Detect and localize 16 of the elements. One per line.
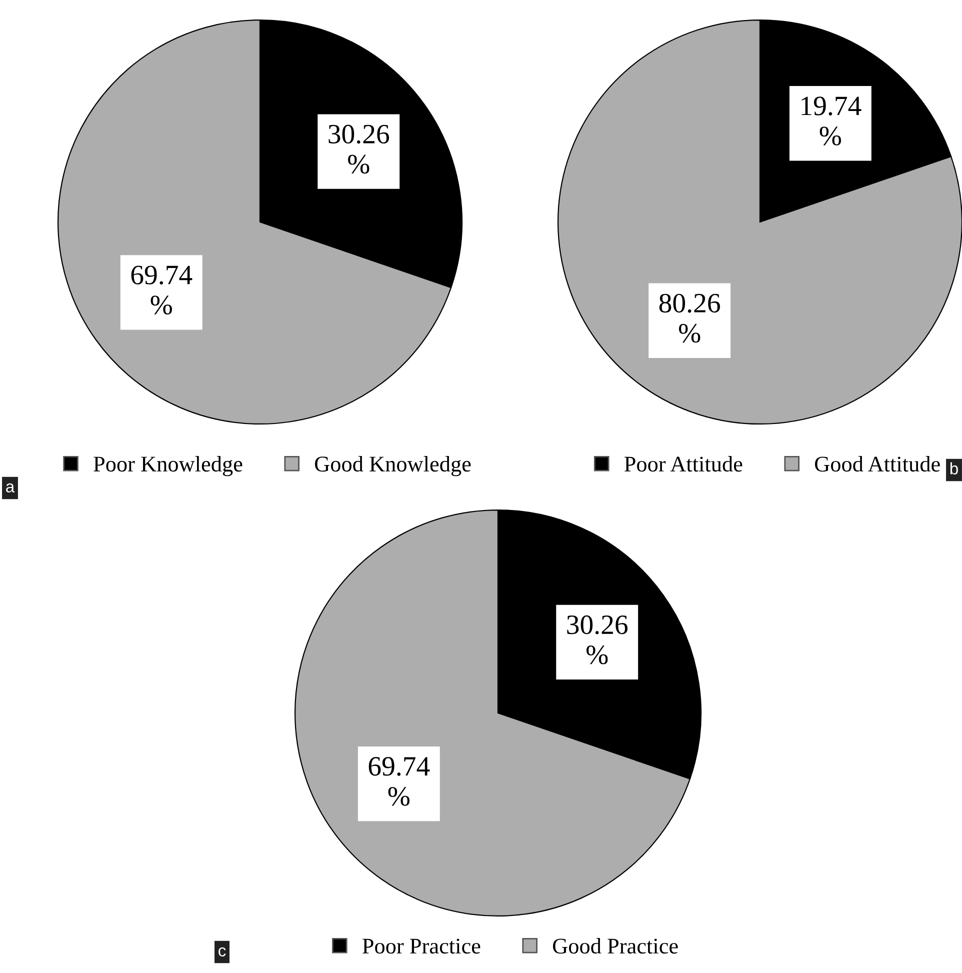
legend-label: Good Practice: [552, 938, 678, 954]
data-label: 30.26 %: [567, 615, 628, 664]
legend-label: Poor Practice: [362, 938, 480, 954]
data-label: 30.26 %: [328, 124, 390, 174]
pie-slice: [557, 19, 962, 425]
data-label: 19.74 %: [802, 96, 862, 146]
data-label: 69.74 %: [131, 266, 192, 314]
data-label: 80.26 %: [659, 294, 720, 343]
legend-label: Good Attitude: [814, 456, 940, 472]
data-label: 69.74 %: [368, 757, 430, 806]
legend-label: Poor Attitude: [624, 456, 742, 472]
text: a: [6, 483, 15, 492]
text: b: [950, 462, 958, 474]
legend-label: Poor Knowledge: [94, 456, 242, 476]
legend-label: Good Knowledge: [314, 456, 471, 476]
text: c: [218, 947, 226, 956]
